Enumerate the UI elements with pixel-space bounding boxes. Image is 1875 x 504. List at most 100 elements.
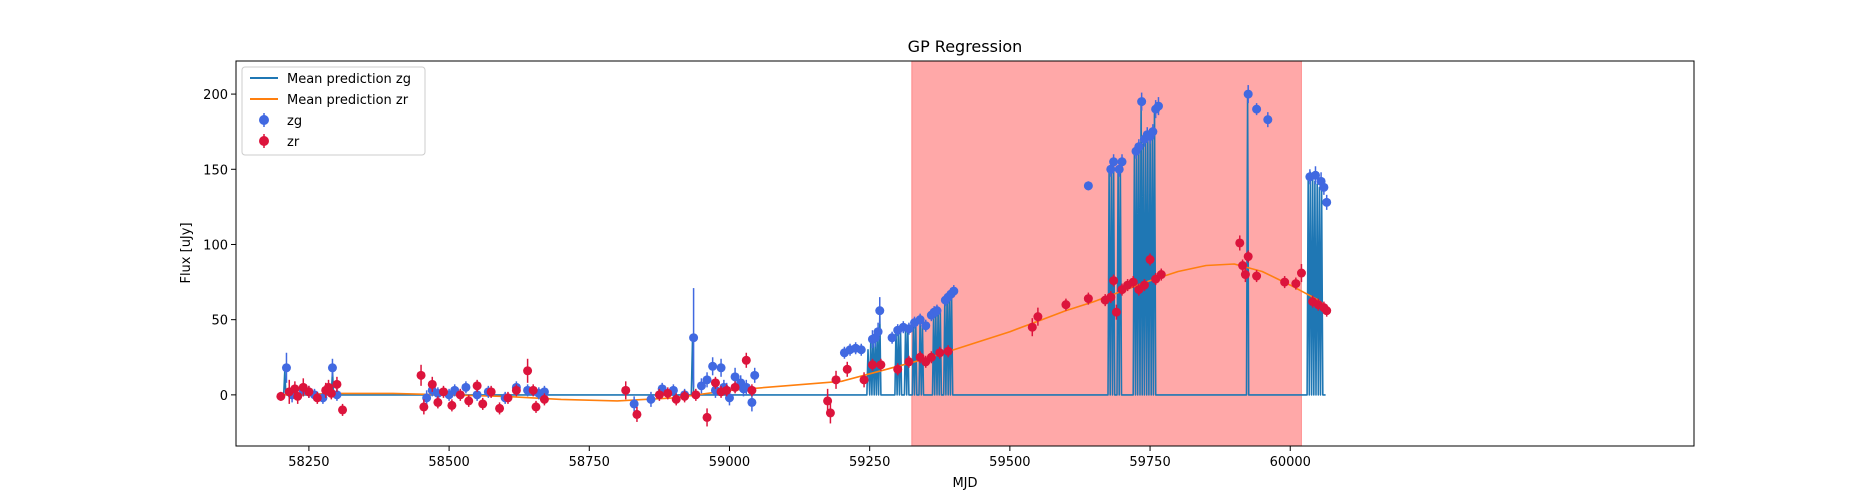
y-tick-label: 150 [203,163,228,178]
data-point-zr [539,394,549,404]
point-layer [276,85,1332,427]
data-point-zr [293,391,303,401]
data-point-zg [461,382,471,392]
legend-label-zg-line: Mean prediction zg [287,72,411,87]
data-point-zg [750,370,760,380]
data-point-zr [304,387,314,397]
data-point-zr [332,379,342,389]
data-point-zr [867,360,877,370]
data-point-zr [1291,279,1301,289]
data-point-zr [926,352,936,362]
data-point-zg [1153,101,1163,111]
legend-label-zg: zg [287,114,302,129]
data-point-zg [1109,157,1119,167]
data-point-zg [1310,170,1320,180]
data-point-zr [730,382,740,392]
data-point-zr [1145,255,1155,265]
data-point-zr [632,409,642,419]
data-point-zg [1322,197,1332,207]
data-point-zg [904,324,914,334]
y-tick-label: 0 [220,389,228,404]
x-tick-label: 59000 [709,455,750,470]
data-point-zr [741,355,751,365]
data-point-zg [708,361,718,371]
data-point-zr [276,391,286,401]
data-point-zr [486,387,496,397]
data-point-zr [654,390,664,400]
data-point-zg [1137,97,1147,107]
data-point-zr [1156,270,1166,280]
data-point-zg [875,306,885,316]
x-tick-label: 60000 [1270,455,1311,470]
x-tick-label: 59750 [1129,455,1170,470]
data-point-zr [419,402,429,412]
x-tick-label: 58500 [428,455,469,470]
data-point-zr [312,393,322,403]
x-axis-ticks: 58250 58500 58750 59000 59250 59500 59750 60000 [288,446,1311,470]
legend: Mean prediction zg Mean prediction zr zg… [241,66,426,156]
y-tick-label: 100 [203,238,228,253]
y-tick-label: 200 [203,88,228,103]
data-point-zr [842,364,852,374]
data-point-zr [671,394,681,404]
data-point-zr [1296,268,1306,278]
data-point-zr [1128,277,1138,287]
data-point-zr [893,364,903,374]
data-point-zg [1148,127,1158,137]
data-point-zr [416,370,426,380]
data-point-zr [1033,312,1043,322]
x-tick-label: 59250 [849,455,890,470]
data-point-zr [1235,238,1245,248]
data-point-zg [949,286,959,296]
data-point-zr [511,385,521,395]
data-point-zg [716,363,726,373]
y-tick-label: 50 [211,314,228,329]
data-point-zr [326,388,336,398]
y-axis-label: Flux [uJy] [179,222,194,283]
data-point-zr [621,385,631,395]
x-tick-label: 58750 [569,455,610,470]
data-point-zr [464,396,474,406]
data-point-zr [702,412,712,422]
data-point-zr [1280,277,1290,287]
data-point-zr [531,402,541,412]
y-axis-ticks: 0 50 100 150 200 [203,88,236,404]
data-point-zr [1106,292,1116,302]
data-point-zr [859,375,869,385]
data-point-zr [825,408,835,418]
x-tick-label: 59500 [989,455,1030,470]
data-point-zr [427,379,437,389]
legend-swatch-zr-marker [259,136,269,146]
data-point-zr [523,366,533,376]
data-point-zg [1117,157,1127,167]
data-point-zg [932,306,942,316]
data-point-zr [447,400,457,410]
data-point-zr [1139,280,1149,290]
data-point-zr [433,397,443,407]
data-point-zr [438,387,448,397]
data-point-zr [455,390,465,400]
data-point-zr [722,385,732,395]
data-point-zg [696,381,706,391]
data-point-zr [747,385,757,395]
data-point-zr [663,388,673,398]
legend-label-zr-line: Mean prediction zr [287,93,409,108]
data-point-zg [1263,115,1273,125]
data-point-zr [710,378,720,388]
data-point-zg [921,321,931,331]
data-point-zg [472,390,482,400]
data-point-zr [1243,252,1253,262]
data-point-zg [873,327,883,337]
plot-frame [235,60,1695,447]
data-point-zr [495,403,505,413]
highlight-span-layer [911,60,1302,447]
data-point-zg [539,387,549,397]
data-point-zr [831,375,841,385]
data-point-zg [915,315,925,325]
data-point-zg [281,363,291,373]
data-point-zg [856,345,866,355]
legend-box [241,66,426,156]
data-point-zg [629,399,639,409]
data-point-zr [1322,306,1332,316]
